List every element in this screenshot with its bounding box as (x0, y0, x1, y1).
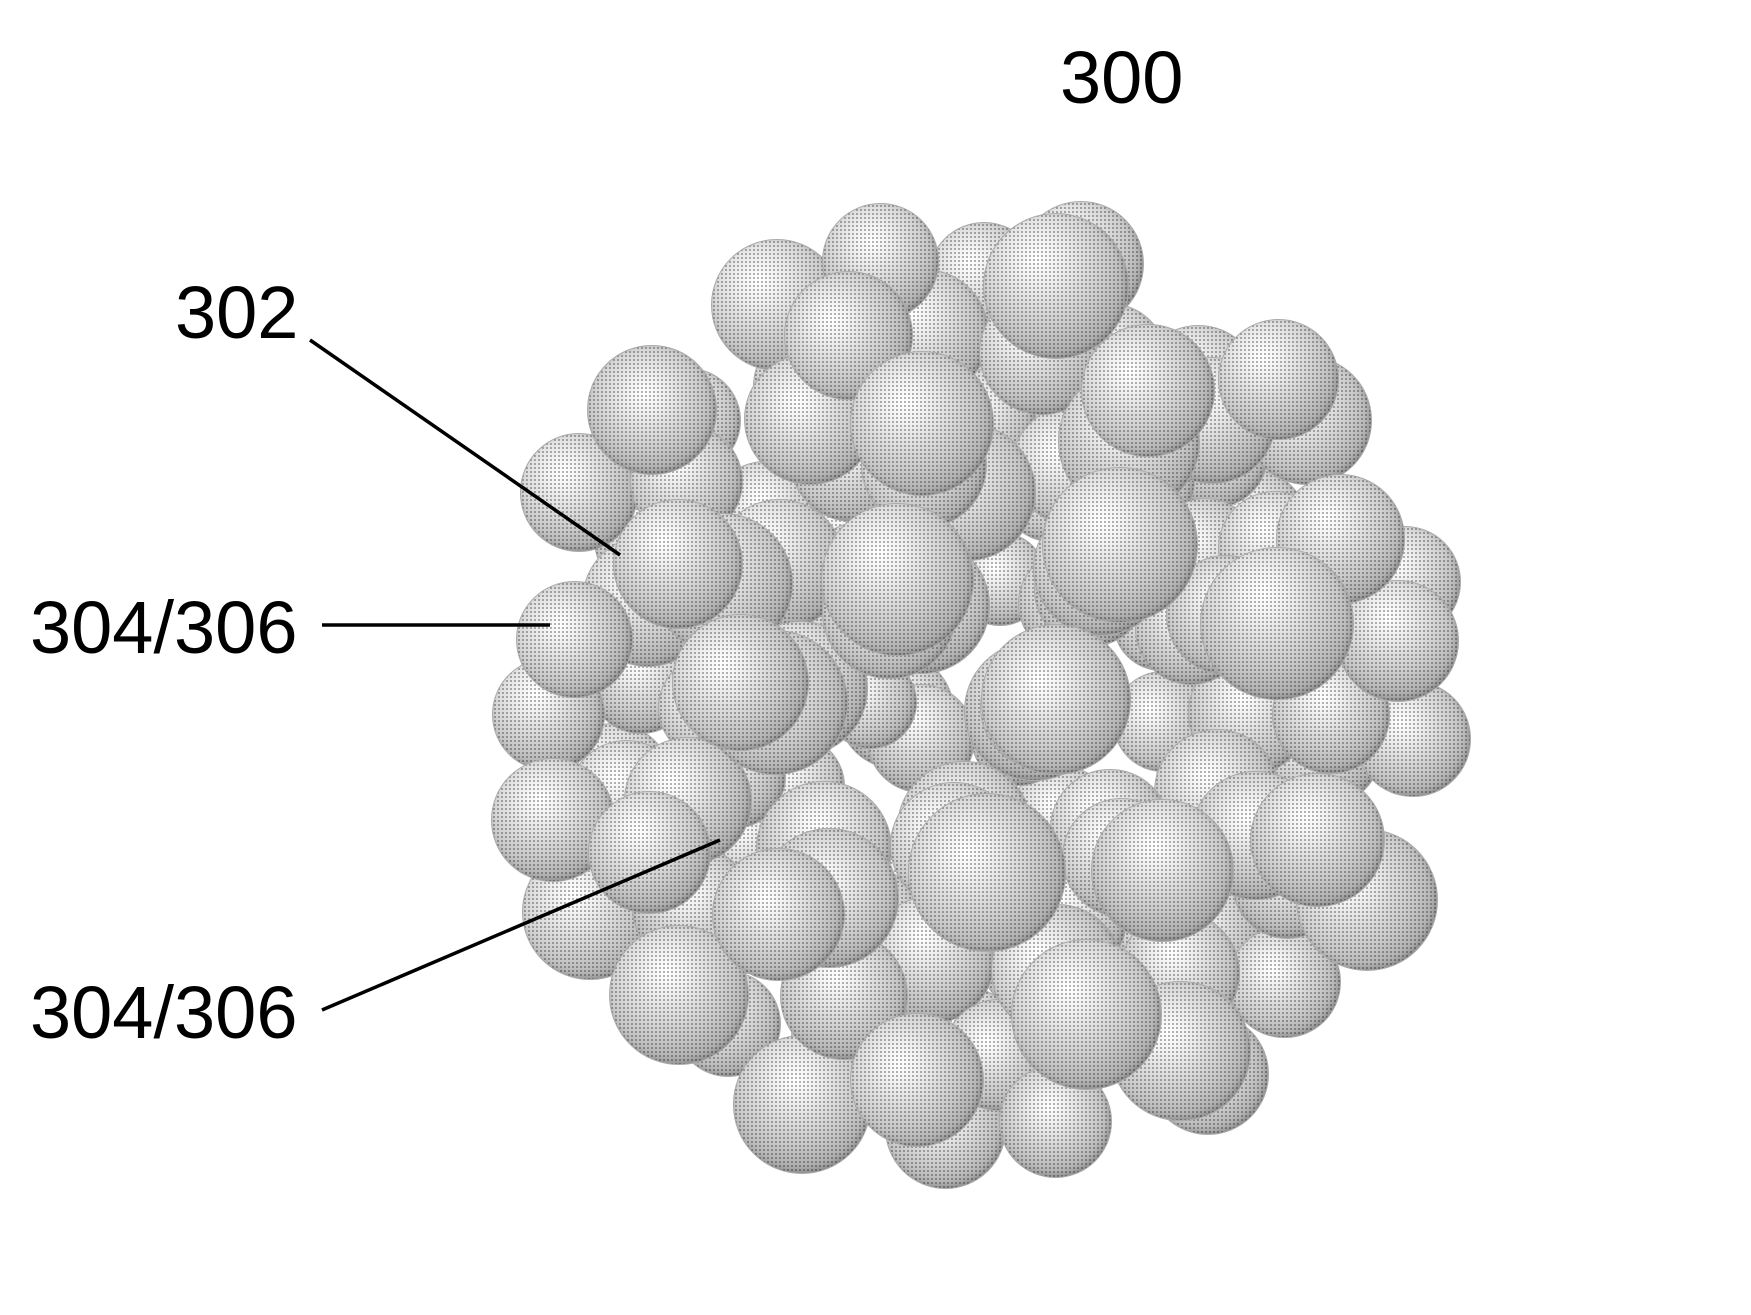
particle-sphere (850, 351, 995, 496)
particle-sphere (850, 1013, 984, 1147)
particle-sphere (1250, 773, 1385, 908)
particle-sphere (672, 614, 809, 751)
reference-304-306-upper-label: 304/306 (30, 585, 298, 670)
particle-sphere (1200, 547, 1353, 700)
particle-sphere (981, 624, 1131, 774)
reference-302-label: 302 (175, 270, 298, 355)
particle-sphere (1218, 319, 1339, 440)
reference-304-306-lower-label: 304/306 (30, 970, 298, 1055)
particle-sphere (908, 793, 1066, 951)
particle-sphere (516, 581, 633, 698)
particle-sphere (588, 791, 711, 914)
particle-sphere (1091, 799, 1234, 942)
particle-sphere (613, 499, 743, 629)
particle-sphere (1011, 939, 1162, 1090)
particle-sphere (1042, 467, 1197, 622)
particle-sphere (712, 848, 845, 981)
particle-sphere (587, 345, 717, 475)
main-reference-label: 300 (1060, 35, 1183, 120)
particle-sphere (821, 503, 974, 656)
particle-sphere (1081, 324, 1215, 458)
